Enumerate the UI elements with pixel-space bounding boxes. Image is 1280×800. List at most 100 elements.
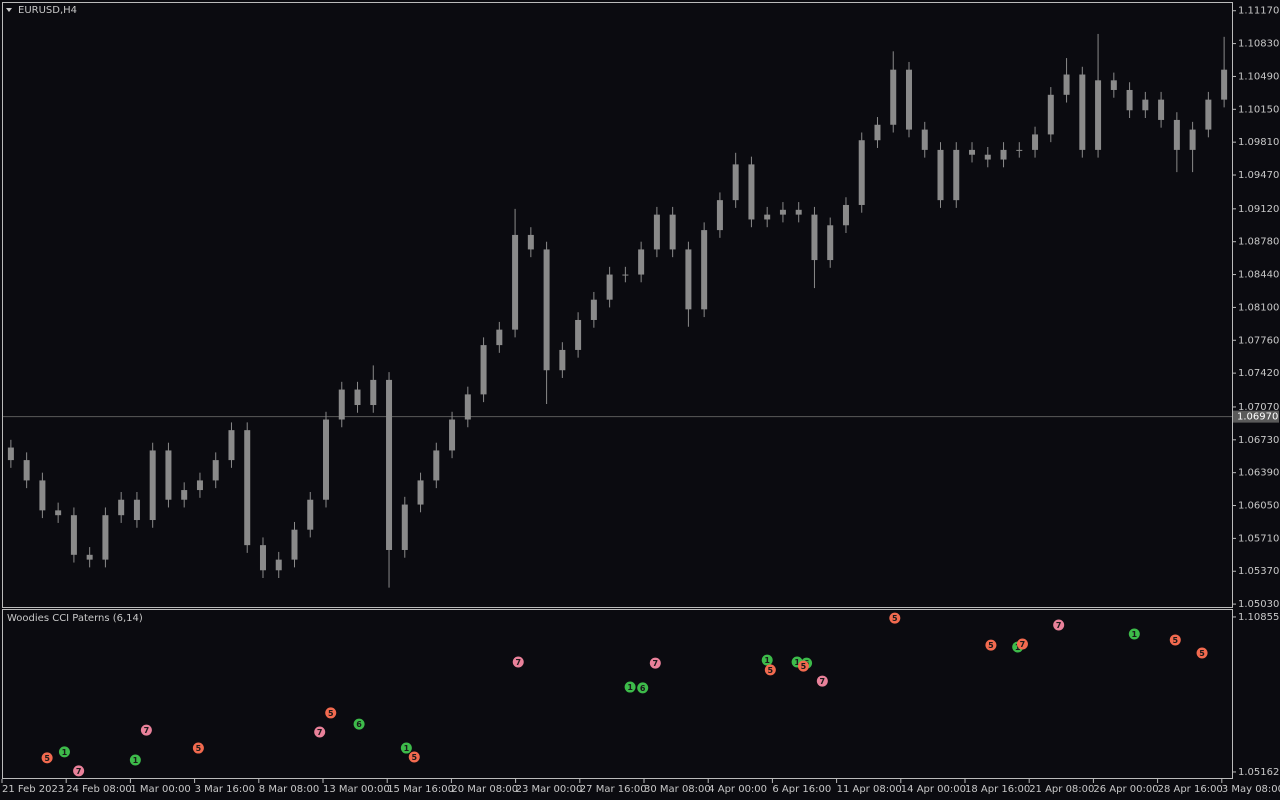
candle-body [23,460,30,481]
y-tick-label: 1.08440 [1238,270,1279,281]
x-tick-label: 23 Mar 00:00 [516,784,583,795]
candle-body [764,214,771,220]
pattern-label: 1 [133,756,139,765]
pattern-marker [1053,619,1065,631]
pattern-marker [624,681,636,693]
pattern-marker [1196,647,1208,659]
candle-body [795,209,802,215]
y-tick-label: 1.07420 [1238,368,1279,379]
indicator-frame [2,609,1233,779]
candle-body [291,529,298,560]
y-tick-label: 1.07760 [1238,335,1279,346]
candle-body [1095,80,1102,150]
pattern-marker [512,656,524,668]
candle-body [842,204,849,226]
candle-body [165,450,172,500]
pattern-label: 7 [317,728,323,737]
x-tick-label: 13 Mar 00:00 [323,784,390,795]
pattern-marker [129,754,141,766]
x-tick-label: 28 Apr 16:00 [1158,784,1223,795]
candle-body [937,149,944,201]
candle-body [827,225,834,261]
candle-body [417,480,424,505]
x-tick-label: 6 Apr 16:00 [772,784,831,795]
y-tick-label: 1.09810 [1238,137,1279,148]
candle-body [181,490,188,500]
y-tick-label: 1.09120 [1238,204,1279,215]
pattern-marker [58,746,70,758]
candle-body [55,510,62,516]
menu-arrow[interactable] [6,8,12,12]
y-tick-label: 1.09470 [1238,170,1279,181]
pattern-label: 5 [988,641,994,650]
pattern-label: 7 [76,767,82,776]
pattern-label: 1 [627,683,633,692]
candle-body [653,214,660,250]
y-tick-label: 1.05162 [1238,767,1279,778]
candle-body [1016,149,1023,151]
pattern-marker [192,742,204,754]
y-tick-label: 1.05370 [1238,566,1279,577]
candle-body [590,299,597,320]
candle-body [984,154,991,160]
pattern-label: 1 [794,658,800,667]
pattern-marker [1169,634,1181,646]
pattern-label: 5 [328,709,334,718]
pattern-marker [140,724,152,736]
candle-body [512,234,519,330]
x-tick-label: 3 May 08:00 [1222,784,1280,795]
candle-body [386,379,393,550]
x-tick-label: 21 Apr 08:00 [1029,784,1094,795]
y-tick-label: 1.10855 [1238,612,1279,623]
candle-body [1079,74,1086,150]
candle-body [606,274,613,300]
candle-body [433,450,440,481]
pattern-label: 5 [411,753,417,762]
candle-body [70,515,77,555]
pattern-label: 7 [1020,640,1026,649]
x-tick-label: 4 Apr 00:00 [708,784,767,795]
pattern-marker [408,751,420,763]
candle-body [701,230,708,310]
candle-body [275,559,282,571]
candle-body [905,69,912,130]
pattern-marker [353,718,365,730]
candle-body [354,389,361,406]
x-tick-label: 26 Apr 00:00 [1093,784,1158,795]
pattern-label: 5 [196,744,202,753]
pattern-marker [400,742,412,754]
candle-body [7,447,14,461]
candle-body [858,140,865,205]
candle-body [669,214,676,250]
main-frame [2,2,1233,608]
y-tick-label: 1.10830 [1238,39,1279,50]
candle-body [575,319,582,350]
candle-body [307,499,314,530]
candle-body [1110,80,1117,90]
current-price-box [1233,410,1279,423]
pattern-label: 7 [820,677,826,686]
pattern-marker [889,612,901,624]
pattern-label: 7 [653,659,659,668]
candle-body [102,515,109,560]
pattern-label: 1 [764,656,770,665]
pattern-marker [637,682,649,694]
x-tick-label: 18 Apr 16:00 [965,784,1030,795]
candle-body [559,349,566,371]
candle-body [921,129,928,150]
pattern-label: 5 [1199,649,1205,658]
pattern-marker [314,726,326,738]
x-tick-label: 14 Apr 00:00 [901,784,966,795]
candle-body [464,394,471,420]
candle-body [118,499,125,516]
candle-body [969,149,976,155]
y-tick-label: 1.06730 [1238,435,1279,446]
y-tick-label: 1.10490 [1238,71,1279,82]
candle-body [228,430,235,461]
candle-body [622,274,629,276]
pattern-label: 5 [1172,636,1178,645]
candle-body [480,345,487,395]
pattern-marker [73,765,85,777]
